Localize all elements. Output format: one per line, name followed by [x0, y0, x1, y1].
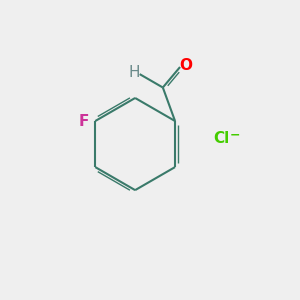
- Text: F: F: [79, 113, 89, 128]
- Text: −: −: [230, 128, 240, 141]
- Text: Cl: Cl: [213, 130, 230, 146]
- Text: H: H: [129, 65, 140, 80]
- Text: O: O: [179, 58, 192, 73]
